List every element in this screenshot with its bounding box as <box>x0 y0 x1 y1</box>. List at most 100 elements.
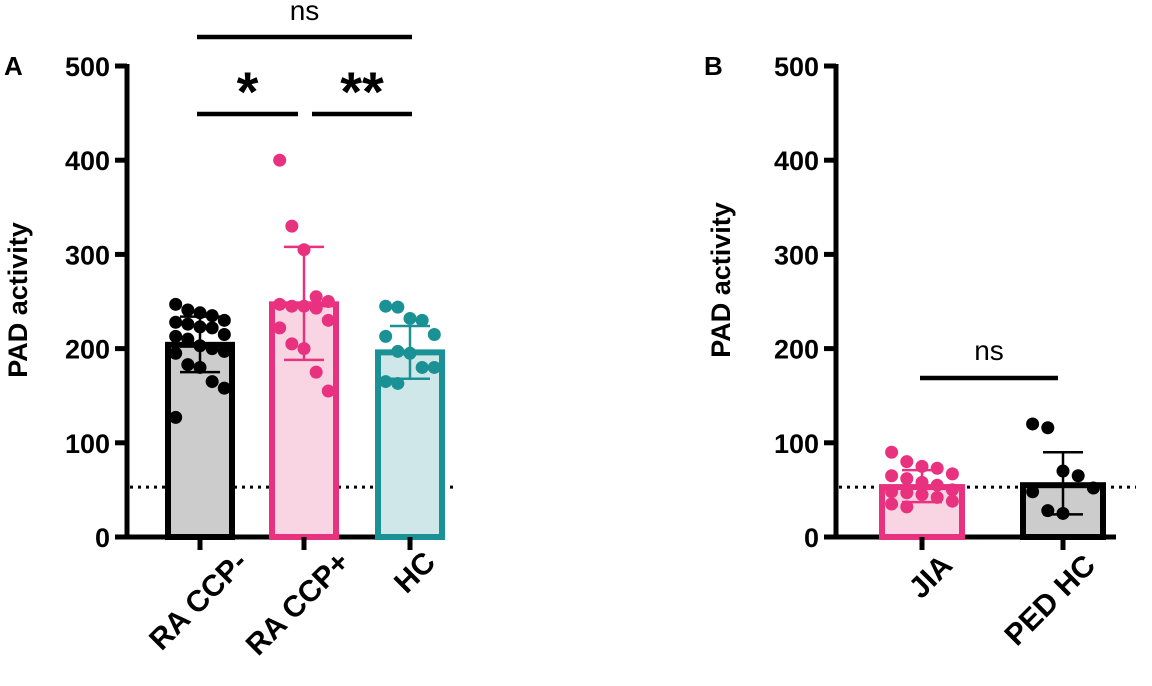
y-tick-label: 100 <box>774 429 819 459</box>
data-point <box>309 365 323 379</box>
data-point <box>181 332 195 346</box>
y-tick-label: 500 <box>65 52 110 82</box>
data-point <box>205 375 219 389</box>
data-point <box>427 327 441 341</box>
data-point <box>273 297 287 311</box>
y-tick-label: 0 <box>804 523 819 553</box>
data-point <box>285 299 299 313</box>
data-point <box>181 358 195 372</box>
data-point <box>193 306 207 320</box>
data-point <box>930 461 944 475</box>
data-point <box>273 321 287 335</box>
y-tick-label: 500 <box>774 52 819 82</box>
x-category-label: RA CCP- <box>143 546 254 657</box>
data-point <box>1026 485 1040 499</box>
data-point <box>415 313 429 327</box>
data-point <box>885 445 899 459</box>
y-tick-label: 200 <box>65 335 110 365</box>
data-point <box>273 153 287 167</box>
y-tick-label: 300 <box>65 240 110 270</box>
data-point <box>205 309 219 323</box>
data-point <box>427 360 441 374</box>
data-point <box>930 490 944 504</box>
data-point <box>169 315 183 329</box>
significance-label: * <box>237 60 259 123</box>
data-point <box>1026 417 1040 431</box>
data-point <box>1056 506 1070 520</box>
x-category-label: RA CCP+ <box>240 546 356 662</box>
data-point <box>321 313 335 327</box>
data-point <box>915 459 929 473</box>
data-point <box>297 243 311 257</box>
data-point <box>915 475 929 489</box>
data-point <box>181 317 195 331</box>
data-point <box>403 311 417 325</box>
data-point <box>930 478 944 492</box>
panel-a-letter: A <box>4 51 23 81</box>
data-point <box>885 469 899 483</box>
significance-label: ns <box>974 335 1004 366</box>
panel-b-y-axis-title: PAD activity <box>706 202 736 358</box>
data-point <box>181 303 195 317</box>
data-point <box>205 342 219 356</box>
data-point <box>915 488 929 502</box>
data-point <box>1071 469 1085 483</box>
data-point <box>900 472 914 486</box>
data-point <box>193 339 207 353</box>
data-point <box>1056 464 1070 478</box>
data-point <box>285 219 299 233</box>
panel-b-letter: B <box>704 51 723 81</box>
y-tick-label: 100 <box>65 429 110 459</box>
y-tick-label: 200 <box>774 335 819 365</box>
data-point <box>379 329 393 343</box>
data-point <box>945 494 959 508</box>
significance-label: ** <box>340 60 384 123</box>
data-point <box>403 346 417 360</box>
data-point <box>1086 481 1100 495</box>
data-point <box>415 360 429 374</box>
x-category-label: JIA <box>903 549 959 605</box>
x-category-label: HC <box>388 546 442 600</box>
data-point <box>900 455 914 469</box>
data-point <box>945 467 959 481</box>
data-point <box>217 344 231 358</box>
data-point <box>297 342 311 356</box>
data-point <box>379 375 393 389</box>
data-point <box>900 500 914 514</box>
data-point <box>945 483 959 497</box>
y-tick-label: 0 <box>95 523 110 553</box>
panel-b-plot: 0 100 200 300 400 500 JIA PED HC ns <box>774 52 1136 652</box>
y-tick-label: 300 <box>774 240 819 270</box>
data-point <box>169 410 183 424</box>
data-point <box>217 327 231 341</box>
panel-a-y-axis-title: PAD activity <box>3 222 33 378</box>
data-point <box>169 346 183 360</box>
data-point <box>169 297 183 311</box>
data-point <box>285 337 299 351</box>
data-point <box>391 376 405 390</box>
data-point <box>885 497 899 511</box>
data-point <box>900 486 914 500</box>
data-point <box>169 329 183 343</box>
data-point <box>391 344 405 358</box>
y-tick-label: 400 <box>774 146 819 176</box>
data-point <box>321 295 335 308</box>
data-point <box>379 299 393 313</box>
data-point <box>321 384 335 398</box>
data-point <box>217 313 231 327</box>
data-point <box>309 290 323 304</box>
data-point <box>1041 421 1055 435</box>
data-point <box>205 321 219 335</box>
data-point <box>297 299 311 313</box>
data-point <box>193 320 207 334</box>
significance-label: ns <box>290 0 320 26</box>
data-point <box>193 360 207 374</box>
data-point <box>217 381 231 395</box>
data-point <box>1041 504 1055 518</box>
data-point <box>885 485 899 499</box>
y-tick-label: 400 <box>65 146 110 176</box>
data-point <box>391 300 405 314</box>
x-category-label: PED HC <box>999 549 1102 652</box>
